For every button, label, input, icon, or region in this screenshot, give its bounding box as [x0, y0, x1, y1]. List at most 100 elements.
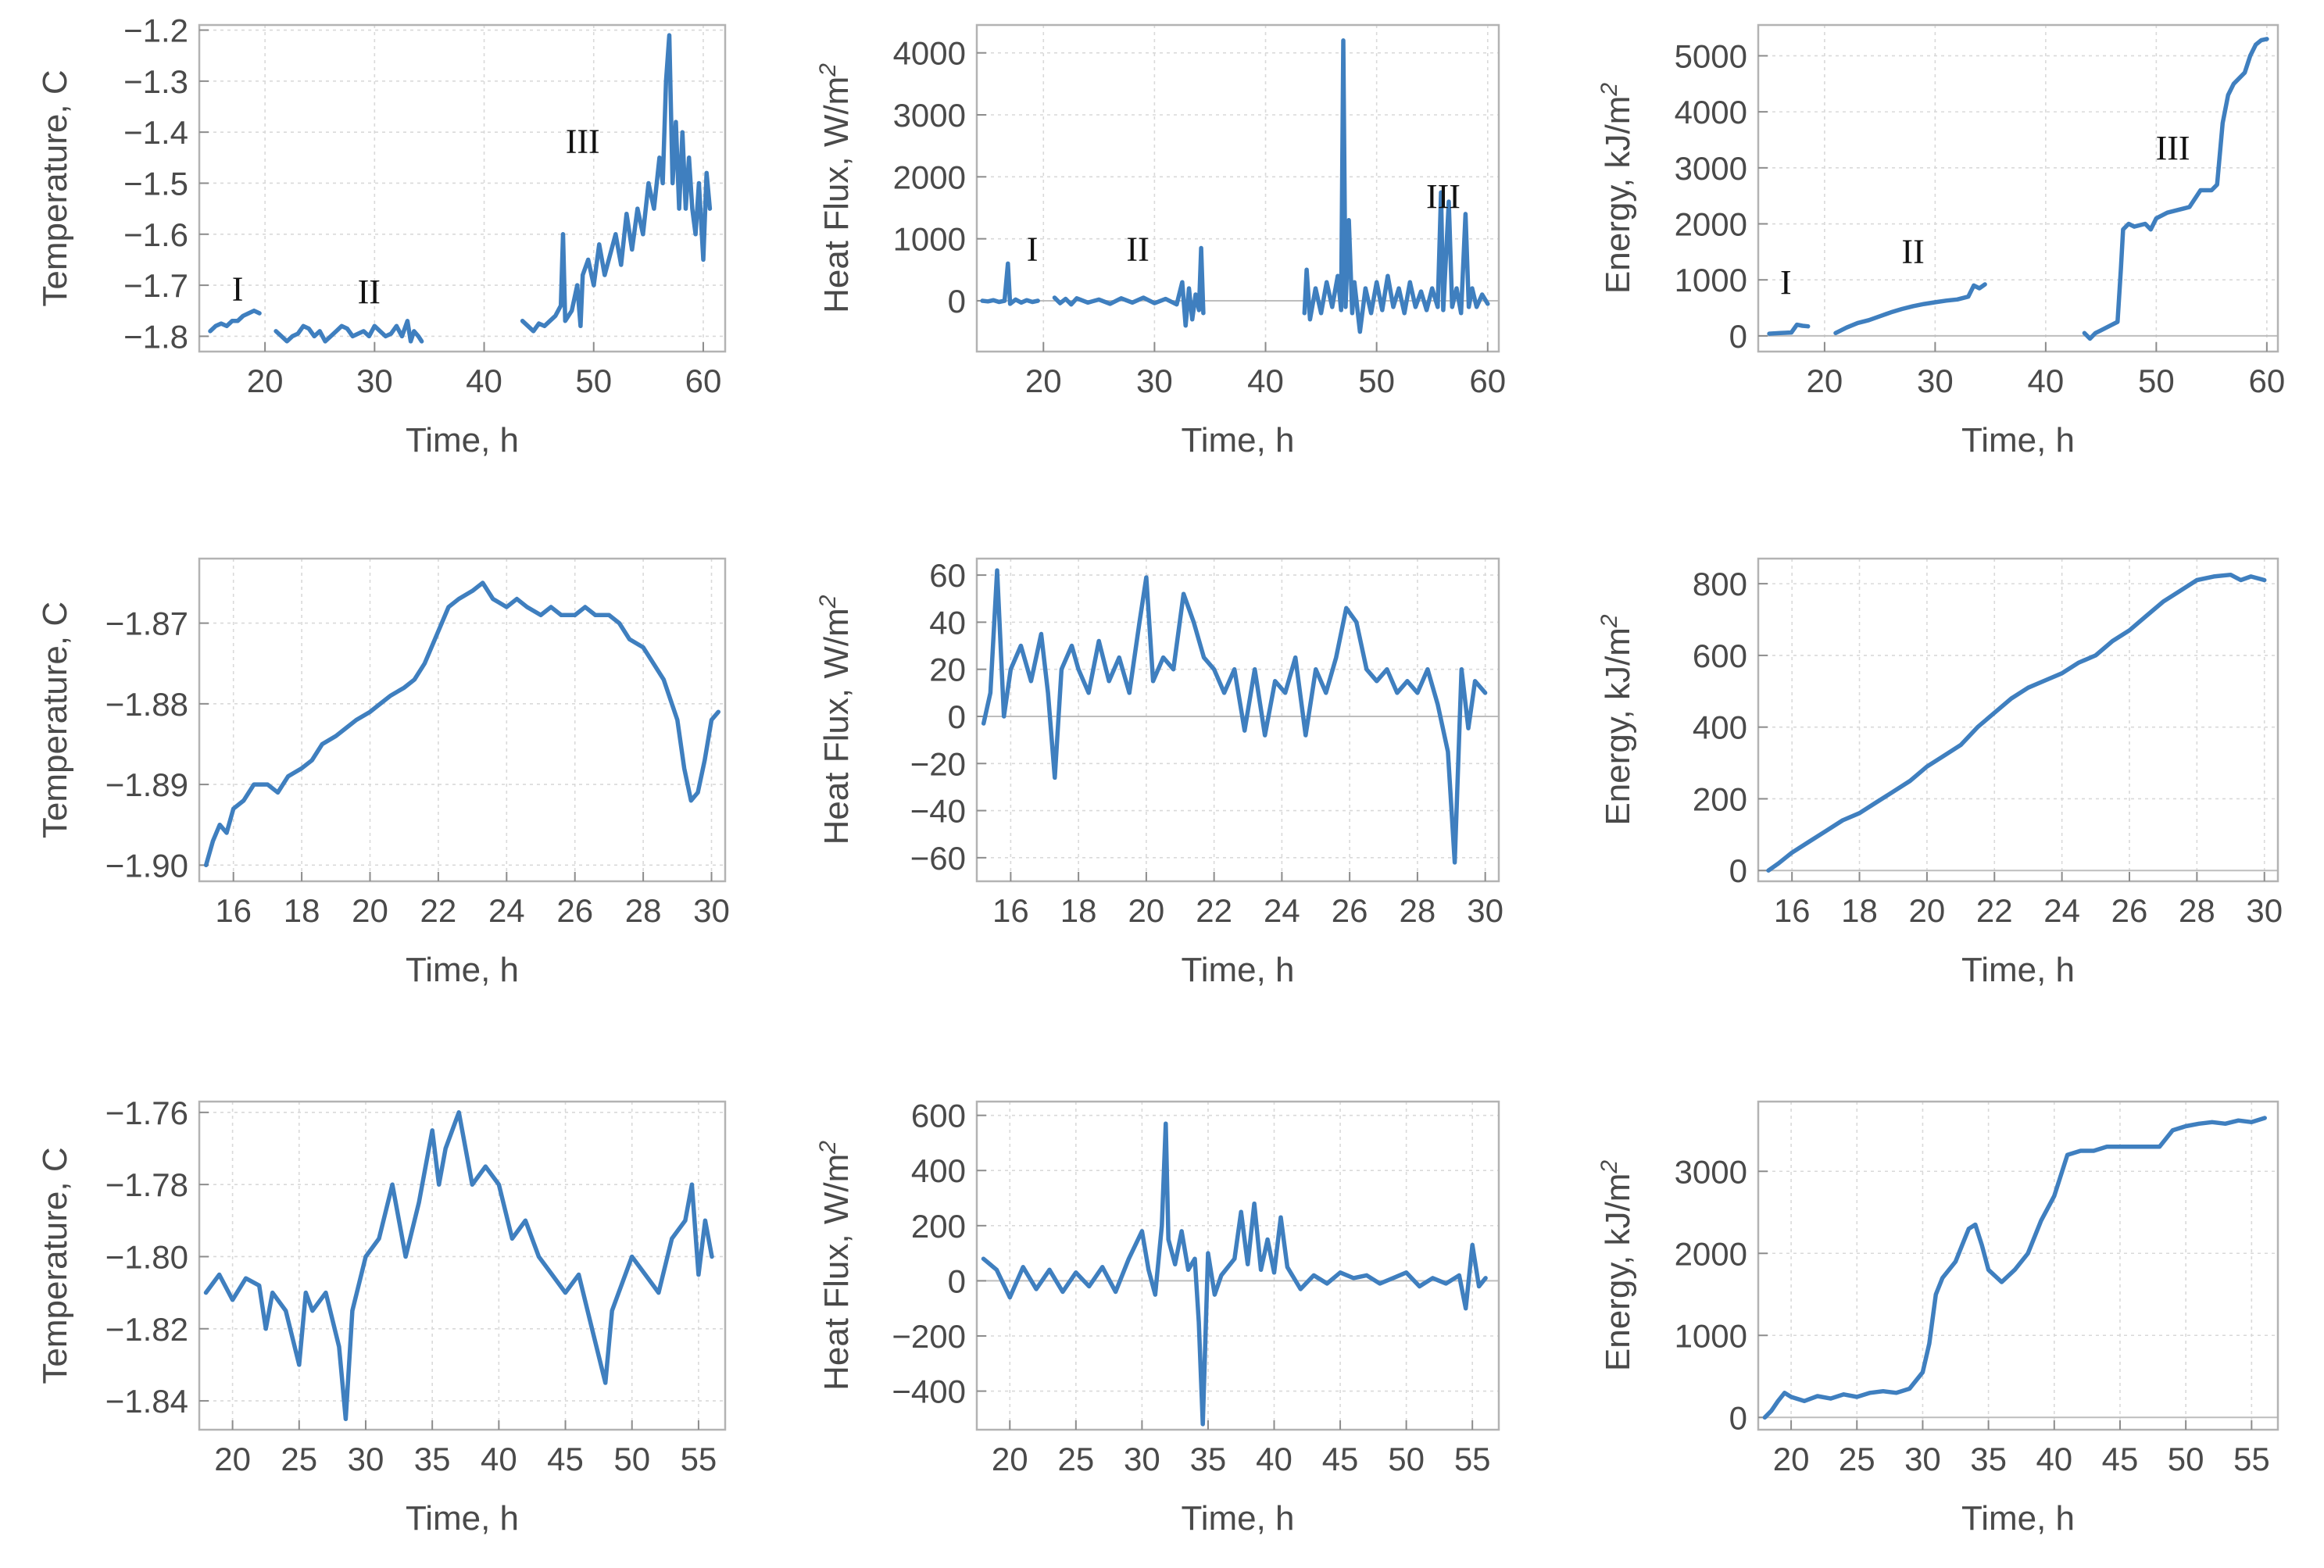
y-tick-label: 400: [911, 1152, 966, 1189]
x-tick-label: 30: [1124, 1441, 1160, 1477]
x-tick-label: 20: [247, 363, 284, 399]
y-tick-label: −1.87: [105, 605, 188, 642]
y-tick-label: 0: [948, 1263, 966, 1299]
x-tick-label: 50: [1388, 1441, 1425, 1477]
x-tick-label: 35: [414, 1441, 451, 1477]
y-axis-label: Temperature, C: [36, 70, 74, 306]
x-tick-label: 20: [1807, 363, 1843, 399]
x-tick-label: 60: [685, 363, 722, 399]
y-tick-label: −1.78: [105, 1166, 188, 1203]
x-tick-label: 25: [1839, 1441, 1875, 1477]
y-axis-label: Energy, kJ/m2: [1596, 614, 1637, 825]
y-tick-label: −400: [892, 1373, 966, 1410]
plot-frame: [975, 23, 1500, 353]
plot-frame: [975, 557, 1500, 883]
y-tick-label: −1.89: [105, 766, 188, 803]
y-axis-label-superscript: 2: [1596, 1160, 1622, 1174]
y-tick-label: −60: [910, 840, 966, 877]
y-axis-label: Energy, kJ/m2: [1596, 83, 1637, 294]
x-tick-label: 28: [2179, 892, 2215, 929]
y-tick-label: 2000: [1675, 1235, 1747, 1272]
panel-heatflux-zoom-18-56h: 20 25 30 35 40 45 50 55 −400 −200 0 200 400 600 Time, …: [815, 1098, 1500, 1538]
x-tick-label: 40: [2036, 1441, 2072, 1477]
x-tick-label: 30: [348, 1441, 384, 1477]
x-tick-label: 45: [1322, 1441, 1359, 1477]
panel-heatflux-full: 20 30 40 50 60 0 1000 2000 3000 4000 Time, h Heat F…: [815, 23, 1506, 459]
y-tick-label: 60: [929, 557, 966, 594]
x-tick-label: 16: [1774, 892, 1811, 929]
x-axis-label: Time, h: [1961, 951, 2075, 989]
y-tick-label: −1.3: [123, 63, 188, 100]
y-tick-label: −1.76: [105, 1095, 188, 1131]
y-tick-label: 20: [929, 652, 966, 688]
y-axis-label-text: Temperature, C: [36, 70, 74, 306]
regime-label: I: [1780, 263, 1792, 302]
y-axis-label-superscript: 2: [815, 63, 841, 77]
plot-frame: [1757, 557, 2279, 883]
y-axis-label-text: Heat Flux, W/m: [817, 77, 856, 313]
regime-label: II: [1126, 230, 1149, 268]
panel-energy-zoom-15-30h: 16 18 20 22 24 26 28 30 0 200 400 600 800 Time, h Ener…: [1596, 557, 2283, 989]
y-axis-label-superscript: 2: [1596, 614, 1622, 628]
y-tick-label: −40: [910, 793, 966, 830]
y-tick-label: 4000: [893, 35, 966, 72]
y-axis-label-superscript: 2: [1596, 83, 1622, 97]
x-tick-label: 40: [481, 1441, 517, 1477]
series-line: [1302, 38, 1490, 334]
panel-energy-full: 20 30 40 50 60 0 1000 2000 3000 4000 5000 Time, h En…: [1596, 23, 2285, 459]
x-tick-label: 40: [1247, 363, 1284, 399]
x-tick-label: 20: [1025, 363, 1062, 399]
plot-frame: [1757, 23, 2279, 353]
regime-label: III: [1426, 177, 1461, 216]
panel-temperature-zoom-18-56h: 20 25 30 35 40 45 50 55 −1.84 −1.82 −1.80 −1.78 −1.7…: [36, 1095, 727, 1538]
regime-label: III: [566, 122, 600, 160]
y-axis-label-text: Heat Flux, W/m: [817, 608, 856, 845]
y-tick-label: −1.8: [123, 318, 188, 355]
x-tick-label: 55: [2233, 1441, 2270, 1477]
y-axis-label: Heat Flux, W/m2: [815, 63, 856, 313]
x-tick-label: 18: [1841, 892, 1878, 929]
x-tick-label: 26: [1332, 892, 1368, 929]
y-axis-label: Energy, kJ/m2: [1596, 1160, 1637, 1371]
y-tick-label: 2000: [893, 159, 966, 195]
x-tick-label: 28: [625, 892, 662, 929]
x-tick-label: 22: [1976, 892, 2013, 929]
x-tick-label: 40: [2028, 363, 2065, 399]
x-tick-label: 30: [2246, 892, 2283, 929]
y-tick-label: −200: [892, 1318, 966, 1355]
x-tick-label: 24: [488, 892, 525, 929]
regime-label: III: [2156, 129, 2190, 167]
x-tick-label: 40: [466, 363, 502, 399]
x-tick-label: 20: [1128, 892, 1165, 929]
series-line: [203, 1110, 714, 1421]
x-tick-label: 26: [2111, 892, 2148, 929]
y-tick-label: 0: [1729, 1399, 1747, 1436]
x-tick-label: 50: [613, 1441, 650, 1477]
y-tick-label: −1.90: [105, 847, 188, 884]
y-tick-label: 0: [1729, 852, 1747, 889]
y-axis-label: Temperature, C: [36, 602, 74, 838]
x-axis-label: Time, h: [1961, 1499, 2075, 1538]
y-axis-label: Heat Flux, W/m2: [815, 1141, 856, 1391]
y-tick-label: 3000: [893, 97, 966, 134]
y-tick-label: −1.2: [123, 13, 188, 49]
x-tick-label: 28: [1400, 892, 1436, 929]
x-tick-label: 55: [681, 1441, 717, 1477]
x-tick-label: 60: [1469, 363, 1506, 399]
x-tick-label: 18: [284, 892, 320, 929]
series-line: [1766, 572, 2267, 873]
x-tick-label: 30: [1917, 363, 1954, 399]
y-tick-label: 200: [911, 1208, 966, 1245]
x-tick-label: 18: [1060, 892, 1097, 929]
regime-label: II: [358, 273, 381, 311]
y-tick-label: 400: [1693, 709, 1747, 746]
x-tick-label: 20: [1773, 1441, 1810, 1477]
plot-frame: [975, 1100, 1500, 1431]
y-tick-label: −1.88: [105, 686, 188, 723]
x-tick-label: 35: [1190, 1441, 1227, 1477]
y-tick-label: 600: [1693, 638, 1747, 674]
x-tick-label: 55: [1454, 1441, 1491, 1477]
x-tick-label: 16: [215, 892, 252, 929]
x-axis-label: Time, h: [406, 1499, 519, 1538]
